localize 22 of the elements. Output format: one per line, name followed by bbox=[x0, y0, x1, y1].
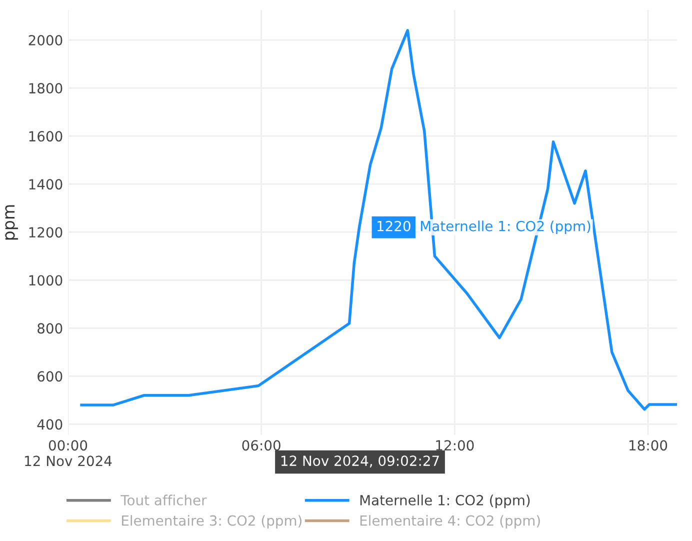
y-tick-label: 800 bbox=[38, 323, 62, 334]
text: 12 Nov 2024, 09:02:27 bbox=[281, 456, 439, 468]
y-tick-label: 1600 bbox=[29, 131, 62, 142]
legend-label: Elementaire 4: CO2 (ppm) bbox=[360, 515, 540, 528]
y-axis-title: ppm bbox=[5, 205, 18, 240]
x-tick-label: 12:00 bbox=[436, 440, 474, 451]
x-tick-label: 00:00 12 Nov 2024 bbox=[25, 440, 112, 466]
y-tick-label: 400 bbox=[37, 419, 62, 430]
legend-label: Maternelle 1: CO2 (ppm) bbox=[360, 494, 530, 508]
annotation: 1220 bbox=[377, 220, 410, 232]
x-tick-label: 18:00 bbox=[630, 440, 668, 451]
line-series bbox=[80, 29, 677, 411]
x-tick-label: 06:00 bbox=[242, 440, 280, 451]
y-tick-label: 1800 bbox=[29, 83, 62, 94]
y-tick-label: 1400 bbox=[29, 179, 62, 190]
y-tick-label: 2000 bbox=[28, 34, 62, 46]
y-tick-label: 600 bbox=[38, 371, 62, 382]
y-tick-label: 1000 bbox=[29, 275, 62, 286]
y-tick-label: 1200 bbox=[29, 227, 62, 238]
legend-label: Tout afficher bbox=[120, 494, 207, 506]
annotation: Maternelle 1: CO2 (ppm) bbox=[421, 220, 590, 234]
legend-label: Elementaire 3: CO2 (ppm) bbox=[122, 515, 302, 528]
